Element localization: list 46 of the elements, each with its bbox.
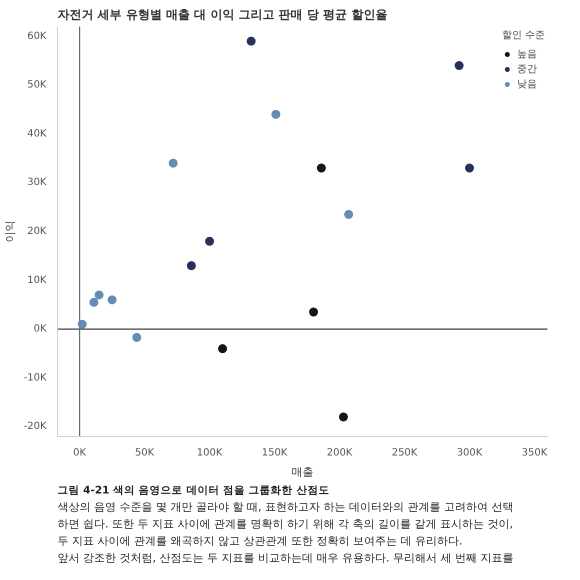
point	[78, 320, 87, 329]
text: 색상의 음영 수준을 몇 개만 골라야 할 때, 표현하고자 하는 데이터와의 관계를 고려하여 선택	[58, 500, 514, 514]
point	[309, 308, 318, 317]
y-tick-label: 40K	[27, 128, 47, 140]
y-tick-label: 60K	[27, 30, 47, 42]
point	[246, 36, 256, 46]
x-tick-label: 200K	[326, 448, 353, 458]
x-tick-label: 100K	[196, 448, 223, 458]
point	[132, 332, 142, 342]
y-tick-label: 10K	[27, 274, 47, 286]
legend-label: 중간	[516, 63, 537, 76]
chart-title: 자전거 세부 유형별 매출 대 이익 그리고 판매 당 평균 할인율	[58, 8, 388, 22]
text: 두 지표 사이에 관계를 왜곡하지 않고 상관관계 또한 정확히 보여주는 데 유리하다.	[58, 534, 462, 548]
x-axis-title: 매출	[292, 466, 314, 478]
text: 앞서 강조한 것처럼, 산점도는 두 지표를 비교하는데 매우 유용하다. 무리해서 세 번째 지표를	[58, 552, 514, 564]
point	[344, 210, 354, 219]
point	[89, 298, 98, 307]
point	[186, 261, 196, 270]
y-tick-label: 0K	[34, 324, 47, 335]
y-tick-label: 30K	[27, 177, 47, 188]
caption: 그림 4-21 색의 음영으로 데이터 점을 그룹화한 산점도	[58, 484, 330, 496]
point	[271, 110, 280, 119]
x-tick-label: 0K	[73, 448, 86, 458]
point	[205, 236, 214, 246]
y-tick-label: 50K	[27, 80, 47, 91]
x-tick-label: 50K	[134, 448, 155, 458]
legend-title: 할인 수준	[502, 29, 545, 42]
point	[454, 61, 464, 70]
point	[218, 344, 228, 354]
legend-label: 높음	[516, 48, 537, 61]
point	[465, 164, 474, 173]
point	[108, 295, 117, 304]
y-tick-label: -20K	[24, 421, 47, 432]
x-tick-label: 300K	[456, 448, 483, 458]
y-axis-title: 이익	[4, 220, 17, 242]
legend-label: 낮음	[516, 78, 537, 91]
x-tick-label: 150K	[262, 448, 288, 458]
x-tick-label: 250K	[392, 448, 418, 458]
point	[316, 164, 326, 173]
point	[94, 290, 104, 300]
text: 하면 쉽다. 또한 두 지표 사이에 관계를 명확히 하기 위해 각 축의 길이를 같게 표시하는 것이,	[58, 518, 513, 530]
x-tick-label: 350K	[522, 448, 548, 458]
y-tick-label: -10K	[24, 372, 47, 384]
point	[338, 412, 348, 422]
y-tick-label: 20K	[27, 226, 47, 237]
point	[168, 158, 178, 168]
